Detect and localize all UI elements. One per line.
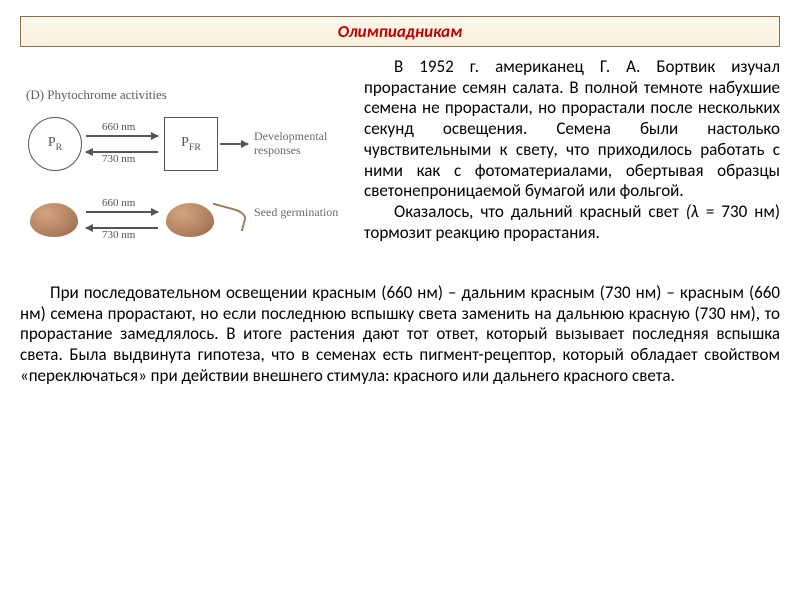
seed-sprout [208, 203, 248, 232]
arrow-pfr-dev [220, 143, 248, 145]
pfr-node: PFR [164, 117, 218, 171]
seed-right [166, 203, 214, 237]
header-title: Олимпиадникам [338, 21, 463, 42]
arrow-pr-pfr [86, 135, 158, 137]
header-banner: Олимпиадникам [20, 16, 780, 47]
seed-left [30, 203, 78, 237]
pr-node: PR [28, 117, 82, 171]
bottom-block: При последовательном освещении красным (… [20, 283, 780, 387]
seed-germ-label: Seed germination [254, 205, 349, 219]
paragraph-2: Оказалось, что дальний красный свет (λ =… [364, 202, 780, 243]
p2-a: Оказалось, что дальний красный свет [394, 201, 686, 222]
wl730-bottom: 730 nm [102, 229, 135, 241]
text-column: В 1952 г. американец Г. А. Бортвик изуча… [350, 57, 780, 277]
top-row: (D) Phytochrome activities PR PFR 660 nm… [20, 57, 780, 277]
phytochrome-diagram: (D) Phytochrome activities PR PFR 660 nm… [20, 87, 350, 277]
wl730-top: 730 nm [102, 153, 135, 165]
paragraph-1: В 1952 г. американец Г. А. Бортвик изуча… [364, 57, 780, 202]
p2-lambda: (λ [686, 201, 699, 222]
dev-responses-label: Developmental responses [254, 129, 349, 158]
paragraph-3: При последовательном освещении красным (… [20, 283, 780, 387]
pr-label: PR [48, 135, 62, 153]
diagram-title: (D) Phytochrome activities [26, 87, 167, 103]
diagram-column: (D) Phytochrome activities PR PFR 660 nm… [20, 57, 350, 277]
arrow-seed-fwd [86, 211, 158, 213]
pfr-label: PFR [181, 135, 201, 153]
wl660-top: 660 nm [102, 121, 135, 133]
wl660-bottom: 660 nm [102, 197, 135, 209]
